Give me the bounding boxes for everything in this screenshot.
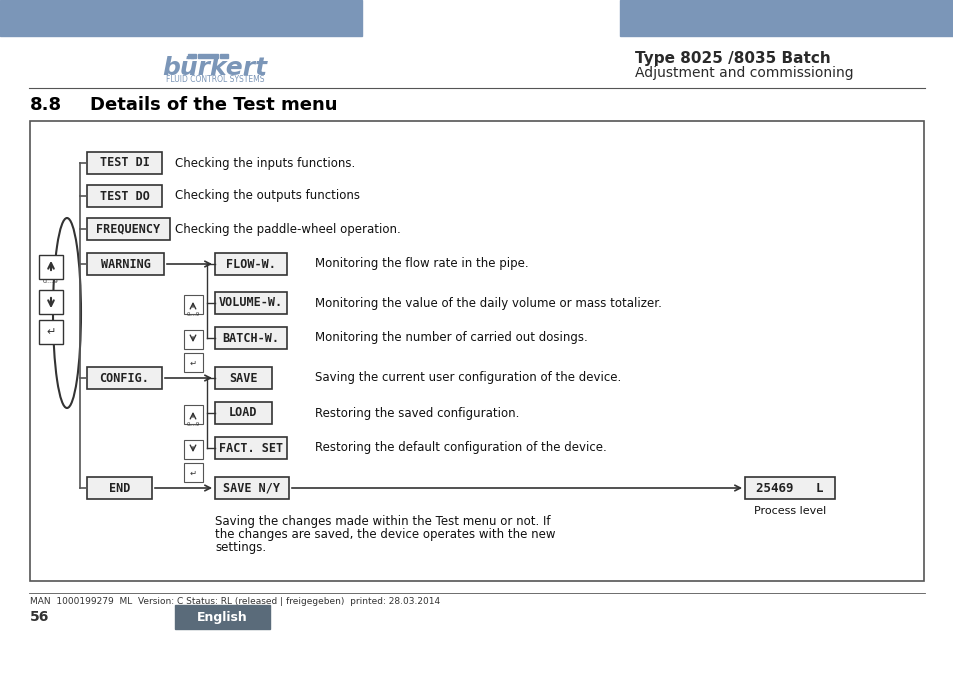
Text: BATCH-W.: BATCH-W. [222,332,279,345]
Text: TEST DO: TEST DO [99,190,150,203]
FancyBboxPatch shape [39,290,63,314]
Text: Restoring the default configuration of the device.: Restoring the default configuration of t… [314,441,606,454]
FancyBboxPatch shape [174,605,270,629]
FancyBboxPatch shape [184,440,203,459]
FancyBboxPatch shape [214,367,272,389]
Bar [220,54,228,58]
Text: 8.8: 8.8 [30,96,62,114]
FancyBboxPatch shape [87,218,170,240]
FancyBboxPatch shape [184,405,203,424]
Text: 0....9: 0....9 [186,312,199,317]
Text: Adjustment and commissioning: Adjustment and commissioning [635,66,853,80]
Text: MAN  1000199279  ML  Version: C Status: RL (released | freigegeben)  printed: 28: MAN 1000199279 ML Version: C Status: RL … [30,596,439,606]
Text: Details of the Test menu: Details of the Test menu [90,96,337,114]
FancyBboxPatch shape [87,185,162,207]
Text: LOAD: LOAD [229,406,257,419]
Text: ↵: ↵ [190,359,196,367]
Text: Monitoring the flow rate in the pipe.: Monitoring the flow rate in the pipe. [314,258,528,271]
Text: ↵: ↵ [47,327,55,337]
FancyBboxPatch shape [214,253,287,275]
Text: FLUID CONTROL SYSTEMS: FLUID CONTROL SYSTEMS [166,75,264,85]
Text: Checking the inputs functions.: Checking the inputs functions. [174,157,355,170]
Text: the changes are saved, the device operates with the new: the changes are saved, the device operat… [214,528,555,541]
FancyBboxPatch shape [39,320,63,344]
Text: CONFIG.: CONFIG. [99,371,150,384]
Text: Saving the current user configuration of the device.: Saving the current user configuration of… [314,371,620,384]
Text: TEST DI: TEST DI [99,157,150,170]
Text: Checking the paddle-wheel operation.: Checking the paddle-wheel operation. [174,223,400,236]
Bar [0,0,361,36]
FancyBboxPatch shape [87,367,162,389]
Text: Restoring the saved configuration.: Restoring the saved configuration. [314,406,518,419]
Bar [198,54,218,58]
Text: 0....9: 0....9 [186,422,199,427]
FancyBboxPatch shape [214,437,287,459]
FancyBboxPatch shape [214,477,289,499]
Text: Process level: Process level [753,506,825,516]
Text: SAVE N/Y: SAVE N/Y [223,481,280,495]
Text: bürkert: bürkert [162,56,267,80]
Text: FACT. SET: FACT. SET [218,441,283,454]
Text: Type 8025 /8035 Batch: Type 8025 /8035 Batch [635,52,830,67]
Text: FREQUENCY: FREQUENCY [96,223,160,236]
FancyBboxPatch shape [744,477,834,499]
Text: WARNING: WARNING [100,258,151,271]
FancyBboxPatch shape [214,327,287,349]
Text: 25469   L: 25469 L [756,481,822,495]
Text: Monitoring the number of carried out dosings.: Monitoring the number of carried out dos… [314,332,587,345]
FancyBboxPatch shape [214,292,287,314]
FancyBboxPatch shape [184,295,203,314]
FancyBboxPatch shape [214,402,272,424]
FancyBboxPatch shape [184,330,203,349]
FancyBboxPatch shape [87,477,152,499]
Text: END: END [109,481,130,495]
FancyBboxPatch shape [87,152,162,174]
Text: Monitoring the value of the daily volume or mass totalizer.: Monitoring the value of the daily volume… [314,297,661,310]
Bar [619,0,953,36]
FancyBboxPatch shape [87,253,164,275]
Text: ↵: ↵ [190,468,196,478]
FancyBboxPatch shape [184,353,203,372]
FancyBboxPatch shape [39,255,63,279]
Text: FLOW-W.: FLOW-W. [226,258,275,271]
Bar [188,54,195,58]
Text: Saving the changes made within the Test menu or not. If: Saving the changes made within the Test … [214,515,550,528]
Text: SAVE: SAVE [229,371,257,384]
FancyBboxPatch shape [30,121,923,581]
Text: Checking the outputs functions: Checking the outputs functions [174,190,359,203]
Text: VOLUME-W.: VOLUME-W. [218,297,283,310]
Text: 56: 56 [30,610,50,624]
Text: English: English [196,610,247,623]
FancyBboxPatch shape [184,463,203,482]
Text: settings.: settings. [214,541,266,554]
Text: 0....9: 0....9 [43,279,59,284]
